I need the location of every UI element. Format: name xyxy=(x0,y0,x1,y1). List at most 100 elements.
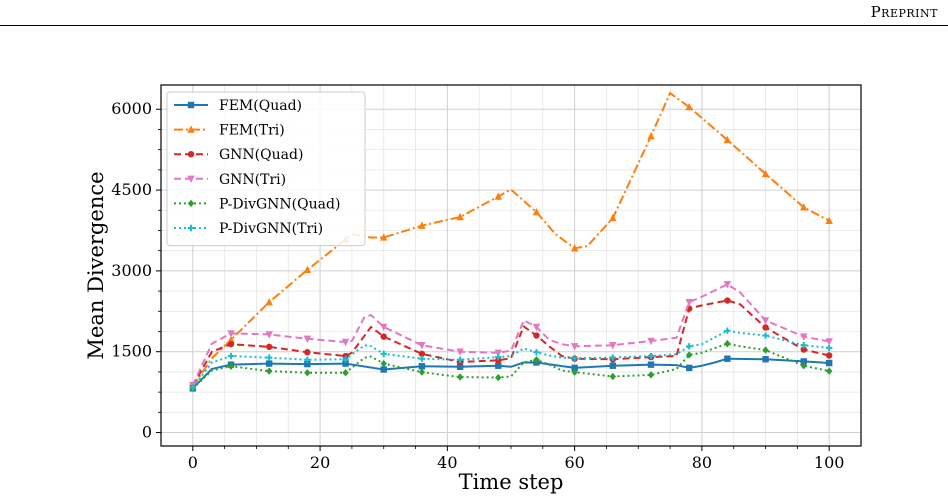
legend-label: GNN(Quad) xyxy=(219,147,303,163)
data-point xyxy=(609,213,617,222)
data-point xyxy=(533,332,540,339)
data-point xyxy=(724,339,731,348)
data-point xyxy=(380,333,387,340)
legend-box xyxy=(166,91,366,247)
data-point xyxy=(187,175,195,183)
legend-item: P-DivGNN(Quad) xyxy=(174,196,340,212)
series-line xyxy=(191,283,830,386)
data-point xyxy=(571,368,578,376)
data-point xyxy=(265,343,273,351)
data-point xyxy=(418,355,426,362)
data-point xyxy=(304,349,311,356)
data-point xyxy=(456,356,464,363)
legend-label: P-DivGNN(Tri) xyxy=(219,221,323,237)
series-line xyxy=(192,357,830,390)
data-point xyxy=(265,297,273,306)
data-point xyxy=(724,327,731,334)
header-rule xyxy=(0,25,948,26)
x-axis-title: Time step xyxy=(459,470,564,494)
x-tick-label: 60 xyxy=(564,453,584,472)
y-tick-label: 4500 xyxy=(111,180,152,199)
data-point xyxy=(418,221,426,229)
data-point xyxy=(227,352,235,360)
data-point xyxy=(227,362,235,370)
x-tick-label: 40 xyxy=(437,453,457,472)
data-point xyxy=(825,338,833,346)
data-point xyxy=(800,358,807,365)
data-point xyxy=(304,356,311,363)
legend-item: P-DivGNN(Tri) xyxy=(174,221,323,237)
data-point xyxy=(495,373,502,382)
data-point xyxy=(762,332,769,339)
legend-item: GNN(Tri) xyxy=(174,172,286,188)
data-point xyxy=(762,324,769,331)
data-point xyxy=(724,297,731,304)
series-5 xyxy=(189,339,833,393)
data-point xyxy=(800,362,807,370)
data-point xyxy=(825,359,833,367)
data-point xyxy=(647,371,655,379)
data-point xyxy=(304,369,311,377)
data-point xyxy=(187,224,195,232)
data-point xyxy=(227,335,235,344)
series-4 xyxy=(189,281,833,390)
data-point xyxy=(418,350,426,358)
data-point xyxy=(265,331,273,339)
data-point xyxy=(303,335,312,343)
data-point xyxy=(456,373,464,381)
data-point xyxy=(342,360,349,367)
data-point xyxy=(456,363,464,370)
data-point xyxy=(341,338,350,347)
data-point xyxy=(189,384,197,391)
data-point xyxy=(609,354,617,361)
legend-item: FEM(Tri) xyxy=(174,123,285,139)
data-point xyxy=(495,353,502,361)
data-point xyxy=(380,359,387,368)
data-point xyxy=(825,367,833,375)
legend-label: FEM(Quad) xyxy=(219,98,302,114)
data-point xyxy=(724,355,731,362)
data-point xyxy=(761,169,770,178)
data-point xyxy=(495,357,502,364)
legend-item: FEM(Quad) xyxy=(174,98,302,114)
series-line xyxy=(191,299,830,387)
data-point xyxy=(187,125,195,133)
data-point xyxy=(494,192,502,200)
data-point xyxy=(227,330,235,338)
legend: FEM(Quad) FEM(Tri) GNN(Quad) GNN(Tri) P-DivG… xyxy=(166,91,366,247)
data-point xyxy=(380,233,388,241)
x-tick-label: 0 xyxy=(188,453,198,472)
y-axis-title: Mean Divergence xyxy=(84,171,108,359)
data-point xyxy=(685,343,693,350)
data-point xyxy=(685,102,693,111)
series-line xyxy=(192,342,830,390)
data-point xyxy=(825,216,833,224)
series-layer xyxy=(189,92,833,393)
data-point xyxy=(265,360,273,367)
data-point xyxy=(723,135,732,144)
data-point xyxy=(380,323,388,332)
series-line xyxy=(192,329,830,388)
data-point xyxy=(800,342,807,349)
data-point xyxy=(380,350,387,358)
y-tick-label: 0 xyxy=(142,423,152,442)
data-point xyxy=(609,342,617,350)
y-tick-label: 3000 xyxy=(111,261,152,280)
data-point xyxy=(456,348,464,356)
data-point xyxy=(723,281,732,289)
data-point xyxy=(685,351,693,359)
data-point xyxy=(647,361,655,368)
data-point xyxy=(304,360,311,368)
data-point xyxy=(342,369,349,377)
data-point xyxy=(342,352,349,360)
data-point xyxy=(342,356,349,363)
data-point xyxy=(571,354,578,362)
data-point xyxy=(647,337,655,346)
data-point xyxy=(571,364,578,372)
data-point xyxy=(685,364,693,372)
data-point xyxy=(761,317,770,325)
data-point xyxy=(825,352,833,359)
data-point xyxy=(380,366,387,373)
data-point xyxy=(227,340,235,348)
